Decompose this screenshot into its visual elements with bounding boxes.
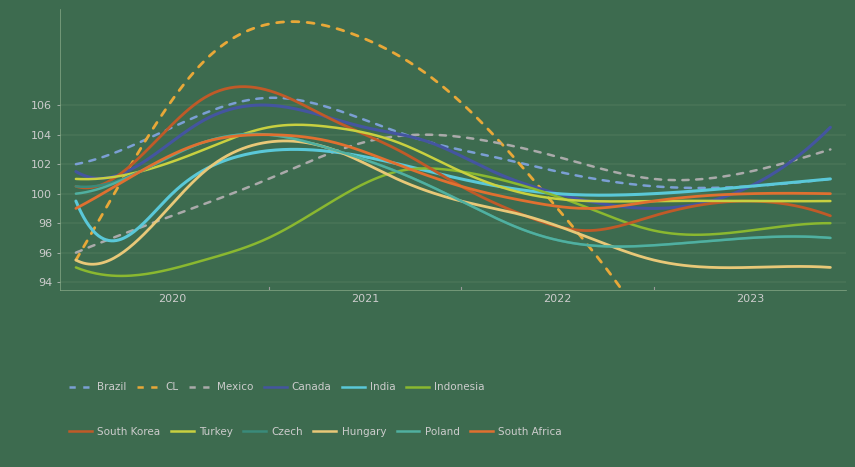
Legend: South Korea, Turkey, Czech, Hungary, Poland, South Africa: South Korea, Turkey, Czech, Hungary, Pol…	[65, 423, 566, 441]
